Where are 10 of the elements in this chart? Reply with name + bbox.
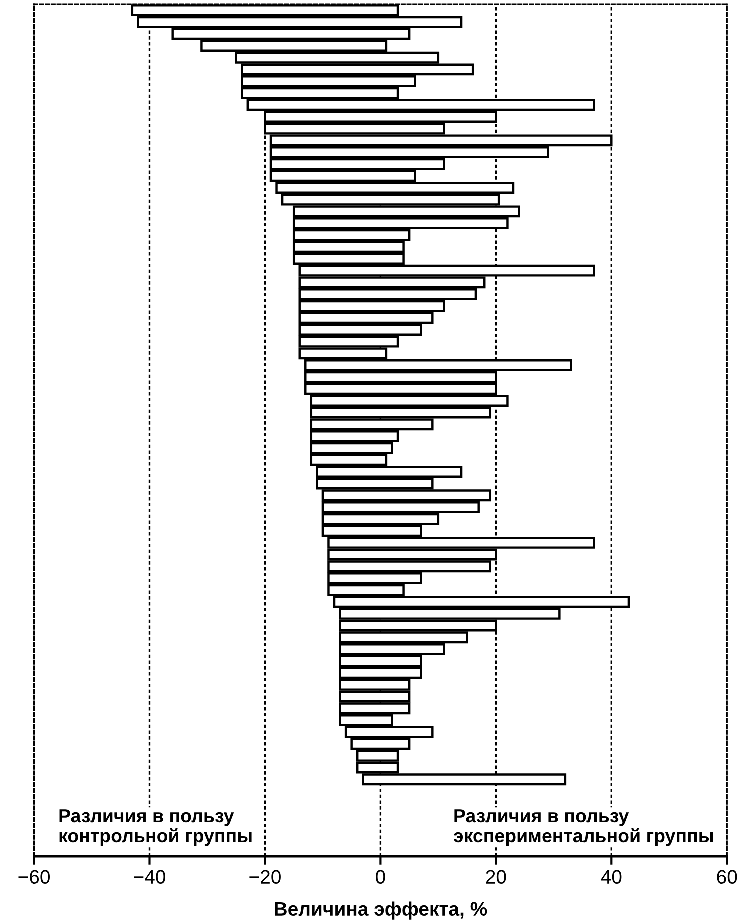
x-tick-label: 40: [601, 870, 622, 884]
x-tick-label: −60: [18, 870, 50, 884]
x-tick-label: 60: [717, 870, 738, 884]
x-tick-label: 20: [486, 870, 506, 884]
text: Различия в пользу контрольной группы: [60, 810, 252, 846]
x-tick-label: −40: [134, 870, 166, 884]
x-axis-title: Величина эффекта, %: [275, 902, 488, 920]
text: Различия в пользу экспериментальной группы: [454, 810, 714, 846]
x-tick-label: −20: [250, 870, 281, 884]
x-tick-label: 0: [376, 870, 386, 884]
